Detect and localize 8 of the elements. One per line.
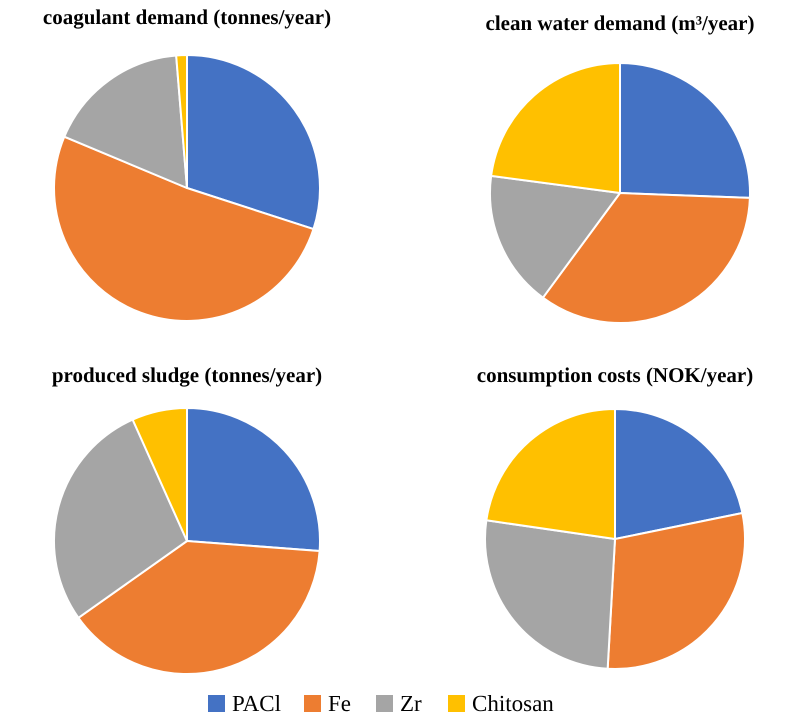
legend-label: Fe (328, 691, 351, 716)
chart-title: clean water demand (m³/year) (486, 11, 754, 35)
legend-label: PACl (232, 691, 282, 716)
legend-label: Chitosan (472, 691, 554, 716)
chart-title: produced sludge (tonnes/year) (52, 363, 322, 387)
chart-title: consumption costs (NOK/year) (476, 363, 754, 387)
legend-label: Zr (400, 691, 422, 716)
chart-title: coagulant demand (tonnes/year) (42, 5, 332, 29)
